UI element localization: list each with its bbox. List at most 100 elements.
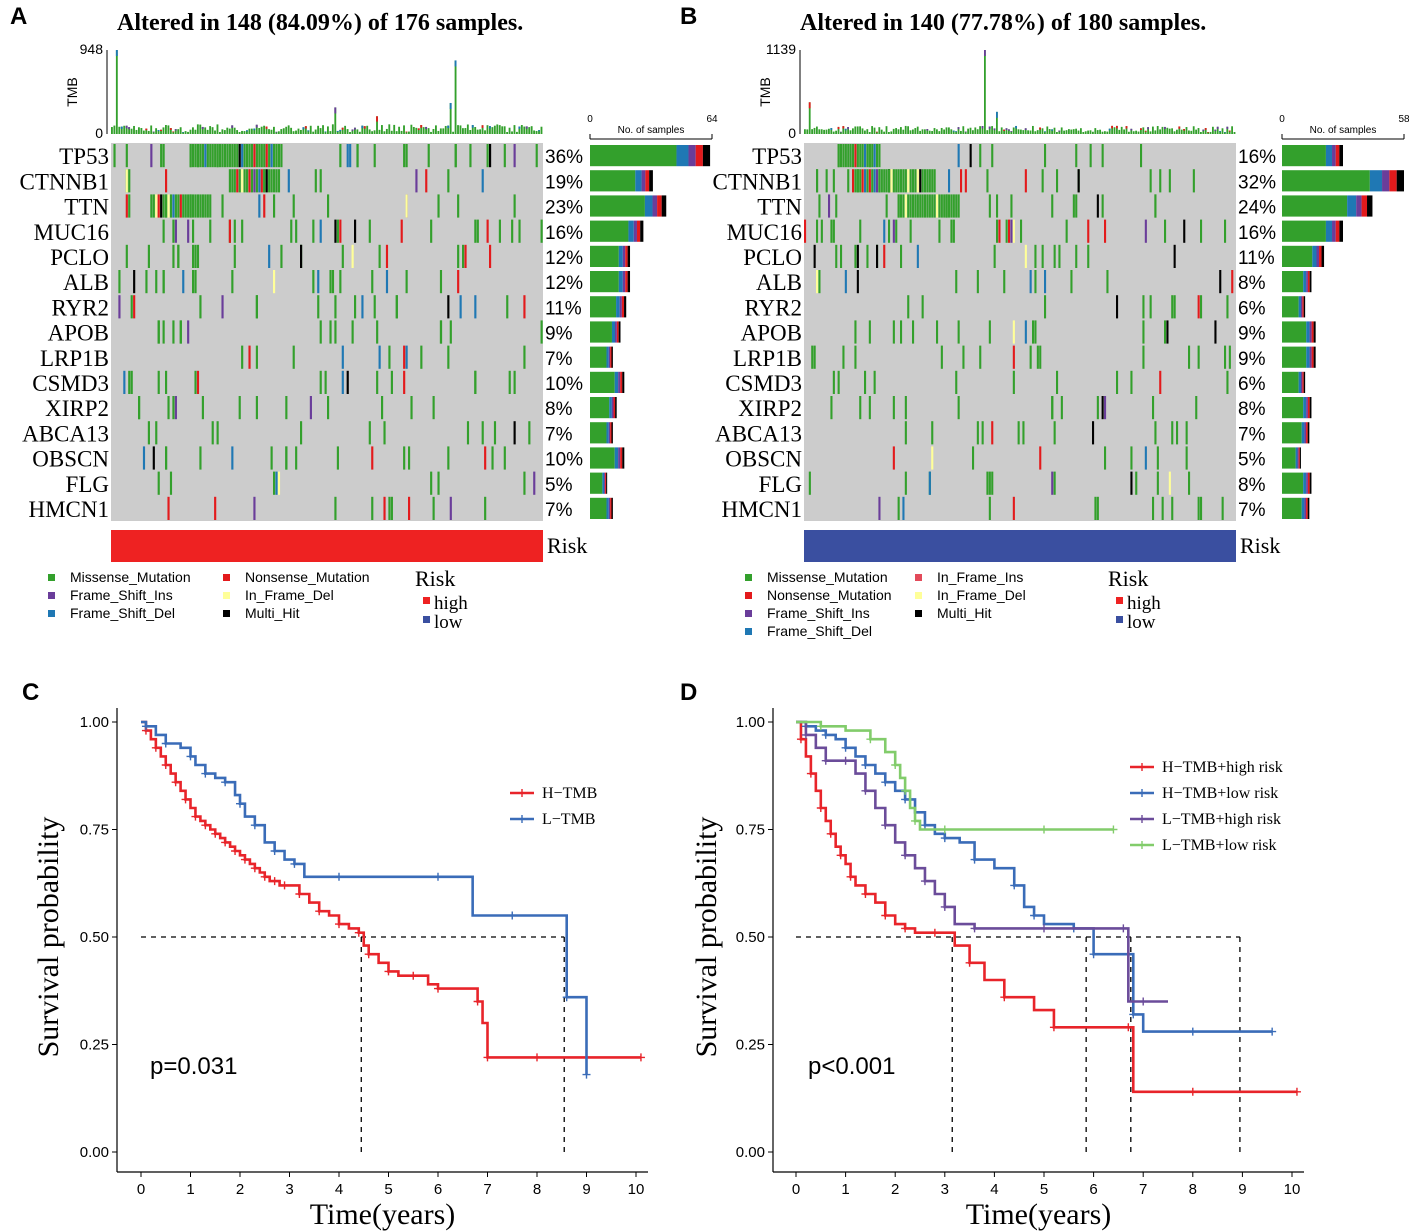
tmb-bar-segment xyxy=(1003,129,1005,131)
mutation-cell xyxy=(924,169,927,193)
tmb-bar xyxy=(479,129,482,134)
tmb-bar xyxy=(135,129,138,134)
mutation-cell xyxy=(1176,421,1179,445)
tmb-bar-segment xyxy=(1008,129,1010,131)
mutation-cell xyxy=(1101,396,1104,420)
mutation-cell xyxy=(201,144,204,168)
mutation-cell xyxy=(804,219,807,243)
tmb-bar xyxy=(1027,130,1029,134)
sample-count-segment xyxy=(625,245,628,267)
tmb-bar xyxy=(324,131,327,134)
sample-count-segment xyxy=(636,220,641,242)
mutation-cell xyxy=(128,169,131,193)
mutation-cell xyxy=(192,244,195,268)
mutation-cell xyxy=(1044,270,1047,294)
tmb-bar xyxy=(1154,130,1157,134)
mutation-cell xyxy=(238,144,241,168)
mutation-cell xyxy=(1032,320,1035,344)
mutation-cell xyxy=(991,144,994,168)
mutation-cell xyxy=(312,270,315,294)
mutation-cell xyxy=(1231,270,1234,294)
mutation-cell xyxy=(339,270,342,294)
tmb-bar xyxy=(813,127,816,134)
tmb-bar xyxy=(268,129,270,134)
tmb-bar-segment xyxy=(246,130,248,132)
tmb-bar xyxy=(417,128,420,134)
sample-count-segment xyxy=(1282,397,1304,419)
mutation-cell xyxy=(226,144,229,168)
tmb-bar xyxy=(1233,132,1236,134)
km-panel-d: D0 1 2 3 4 5 6 7 8 9 100.000.250.500.751.00Time(ye… xyxy=(680,679,1304,1231)
legend-swatch xyxy=(223,610,230,617)
gene-label: LRP1B xyxy=(733,346,802,371)
mutation-cell xyxy=(1142,345,1145,369)
gene-percent: 36% xyxy=(545,147,583,168)
tmb-bar xyxy=(876,131,878,134)
tmb-bar xyxy=(1058,130,1061,134)
mutation-cell xyxy=(172,194,175,218)
mutation-cell xyxy=(376,370,379,394)
mutation-cell xyxy=(856,144,859,168)
tmb-bar xyxy=(888,132,890,134)
x-tick-label: 6 xyxy=(1089,1181,1097,1198)
risk-label: Risk xyxy=(547,533,587,558)
y-tick-label: 0.75 xyxy=(80,822,109,839)
mutation-cell xyxy=(469,144,472,168)
mutation-cell xyxy=(199,194,202,218)
sample-count-bar xyxy=(1282,170,1404,192)
tmb-bar-segment xyxy=(538,130,540,132)
tmb-bar xyxy=(1005,128,1008,134)
tmb-bar-segment xyxy=(376,116,378,122)
gene-percent: 5% xyxy=(545,475,573,496)
mutation-cell xyxy=(916,194,919,218)
mutation-cell xyxy=(373,295,376,319)
mutation-cell xyxy=(268,244,271,268)
tmb-bar xyxy=(1204,128,1207,134)
sample-count-segment xyxy=(621,296,625,318)
censor-mark xyxy=(1124,1023,1133,1032)
tmb-bar xyxy=(1202,129,1205,134)
tmb-bar xyxy=(1022,130,1025,134)
tmb-bar xyxy=(368,129,371,134)
tmb-bar-segment xyxy=(324,131,327,133)
sample-count-segment xyxy=(1306,422,1308,444)
risk-legend-title: Risk xyxy=(1108,566,1148,591)
x-tick-label: 3 xyxy=(285,1181,293,1198)
mutation-cell xyxy=(508,370,511,394)
mutation-cell xyxy=(832,169,835,193)
sample-count-segment xyxy=(618,271,623,293)
mutation-cell xyxy=(378,345,381,369)
mutation-cell xyxy=(489,144,492,168)
mutation-cell xyxy=(950,219,953,243)
mutation-cell xyxy=(209,144,212,168)
mutation-cell xyxy=(192,194,195,218)
mutation-cell xyxy=(248,345,251,369)
mutation-cell xyxy=(837,370,840,394)
mutation-cell xyxy=(1034,244,1037,268)
tmb-bar xyxy=(871,126,873,134)
tmb-bar xyxy=(258,128,261,134)
tmb-bar xyxy=(449,102,452,134)
mutation-cell xyxy=(921,169,924,193)
mutation-cell xyxy=(1029,345,1032,369)
mutation-cell xyxy=(1070,270,1073,294)
mutation-cell xyxy=(1104,396,1107,420)
tmb-bar xyxy=(172,131,175,134)
mutation-cell xyxy=(182,194,185,218)
sample-count-bar xyxy=(1282,422,1310,444)
mutation-cell xyxy=(339,144,342,168)
sample-count-segment xyxy=(1332,145,1336,167)
mutation-cell xyxy=(904,396,907,420)
tmb-bar xyxy=(400,130,403,134)
tmb-bar xyxy=(174,129,177,134)
tmb-bar-segment xyxy=(952,130,955,132)
mutation-cell xyxy=(125,244,128,268)
mutation-cell xyxy=(1171,295,1174,319)
tmb-bar xyxy=(837,126,840,134)
mutation-cell xyxy=(916,169,919,193)
tmb-bar xyxy=(147,130,150,134)
mutation-cell xyxy=(378,244,381,268)
tmb-bar xyxy=(523,126,526,134)
mutation-cell xyxy=(214,496,217,520)
tmb-bar xyxy=(228,128,231,134)
